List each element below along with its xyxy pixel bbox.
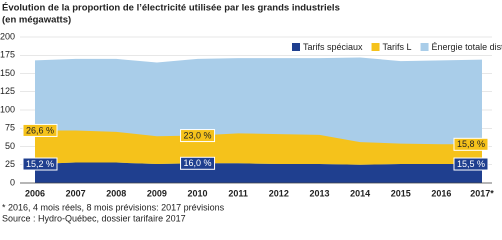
annotation: 16,0 % bbox=[184, 158, 212, 168]
annotation: 26,6 % bbox=[26, 125, 54, 135]
x-tick-label: 2007 bbox=[66, 188, 86, 198]
area bbox=[35, 162, 482, 183]
x-tick-label: 2016 bbox=[431, 188, 451, 198]
x-tick-label: 2009 bbox=[147, 188, 167, 198]
x-tick-label: 2006 bbox=[25, 188, 45, 198]
annotation-box bbox=[22, 157, 58, 171]
x-tick-label: 2014 bbox=[350, 188, 370, 198]
y-tick-label: 175 bbox=[0, 50, 15, 60]
annotation-box bbox=[453, 137, 489, 151]
legend-label: Tarifs L bbox=[383, 42, 412, 52]
legend-label: Énergie totale distribuée bbox=[432, 42, 502, 52]
legend-label: Tarifs spéciaux bbox=[303, 42, 363, 52]
annotation-box bbox=[453, 157, 489, 171]
x-tick-label: 2017* bbox=[470, 188, 494, 198]
x-tick-label: 2010 bbox=[188, 188, 208, 198]
annotation-box bbox=[180, 129, 216, 143]
legend-swatch bbox=[420, 43, 429, 51]
y-tick-label: 50 bbox=[5, 141, 15, 151]
footnote: * 2016, 4 mois réels, 8 mois prévisions:… bbox=[2, 202, 225, 212]
chart: Évolution de la proportion de l’électric… bbox=[0, 3, 502, 224]
legend-swatch bbox=[292, 43, 300, 51]
x-tick-label: 2013 bbox=[309, 188, 329, 198]
y-tick-label: 25 bbox=[5, 159, 15, 169]
legend-swatch bbox=[371, 43, 380, 51]
x-tick-label: 2012 bbox=[269, 188, 289, 198]
chart-title: Évolution de la proportion de l’électric… bbox=[2, 3, 340, 14]
chart-subtitle: (en mégawatts) bbox=[2, 15, 71, 26]
x-tick-label: 2015 bbox=[391, 188, 411, 198]
annotation: 23,0 % bbox=[184, 130, 212, 140]
y-tick-label: 100 bbox=[0, 104, 15, 114]
x-tick-label: 2011 bbox=[228, 188, 248, 198]
annotation-box bbox=[22, 123, 58, 137]
y-tick-label: 75 bbox=[5, 123, 15, 133]
y-tick-label: 0 bbox=[10, 177, 15, 187]
y-tick-label: 150 bbox=[0, 68, 15, 78]
footnote: Source : Hydro-Québec, dossier tarifaire… bbox=[2, 213, 186, 223]
area bbox=[35, 130, 482, 165]
annotation: 15,8 % bbox=[457, 139, 485, 149]
y-tick-label: 200 bbox=[0, 31, 15, 41]
annotation: 15,5 % bbox=[457, 159, 485, 169]
annotation-box bbox=[180, 156, 216, 170]
y-tick-label: 125 bbox=[0, 86, 15, 96]
x-tick-label: 2008 bbox=[106, 188, 126, 198]
annotation: 15,2 % bbox=[26, 159, 54, 169]
